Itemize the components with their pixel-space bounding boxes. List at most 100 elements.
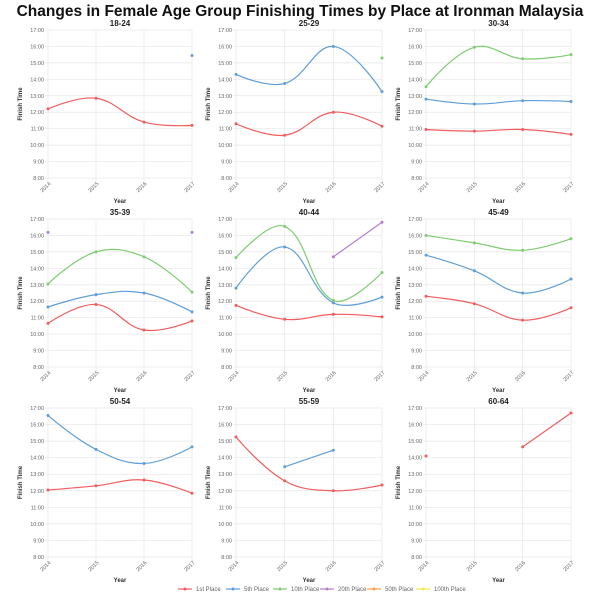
panel-45-49: 8:00 9:00 10:00 11:00 12:00 13:00 14:00 15:00 16… (396, 208, 575, 394)
data-point (331, 301, 335, 305)
y-tick-label: 10:00 (218, 143, 232, 149)
y-tick-label: 12:00 (30, 110, 44, 116)
y-tick-label: 10:00 (30, 522, 44, 528)
x-tick-label: 2017 (184, 370, 197, 383)
y-tick-label: 8:00 (411, 176, 422, 182)
data-point (424, 294, 428, 298)
data-point (380, 295, 384, 299)
y-tick-label: 10:00 (30, 332, 44, 338)
y-tick-label: 10:00 (218, 522, 232, 528)
y-tick-label: 17:00 (408, 28, 422, 34)
y-tick-label: 11:00 (219, 316, 232, 322)
x-tick-label: 2016 (136, 181, 149, 194)
y-tick-label: 17:00 (218, 217, 232, 223)
data-point (380, 56, 384, 60)
legend-item[interactable]: 100th Place (416, 587, 466, 593)
y-axis-label: Finish Time (206, 465, 212, 499)
panel-50-54: 8:00 9:00 10:00 11:00 12:00 13:00 14:00 15:00 16… (18, 397, 196, 584)
x-axis-label: Year (114, 578, 127, 584)
x-tick-label: 2014 (40, 181, 53, 194)
panel-40-44: 8:00 9:00 10:00 11:00 12:00 13:00 14:00 15:00 16… (206, 208, 386, 394)
legend-marker (278, 587, 282, 591)
y-tick-label: 14:00 (408, 266, 422, 272)
y-axis-label: Finish Time (396, 465, 402, 499)
data-point (190, 310, 194, 314)
data-point (190, 123, 194, 127)
x-tick-label: 2016 (136, 370, 149, 383)
series-line-1st-place (47, 479, 193, 494)
y-tick-label: 15:00 (218, 61, 232, 67)
legend-marker (372, 587, 376, 591)
series-line-1st-place (522, 412, 572, 448)
data-point (46, 230, 50, 234)
y-tick-label: 12:00 (218, 110, 232, 116)
data-point (569, 277, 573, 281)
y-tick-label: 11:00 (409, 127, 422, 133)
data-point (283, 81, 287, 85)
legend-item[interactable]: 1st Place (178, 587, 221, 593)
x-axis-label: Year (492, 388, 505, 394)
y-tick-label: 14:00 (408, 456, 422, 462)
data-point (424, 233, 428, 237)
panel-title: 25-29 (299, 19, 320, 28)
x-axis-label: Year (303, 199, 316, 205)
panel-title: 18-24 (110, 19, 131, 28)
x-tick-label: 2015 (466, 370, 479, 383)
y-tick-label: 15:00 (30, 250, 44, 256)
legend-item[interactable]: 50th Place (367, 587, 414, 593)
data-point (142, 255, 146, 259)
y-tick-label: 10:00 (408, 332, 422, 338)
data-point (94, 96, 98, 100)
legend-item[interactable]: 20th Place (320, 587, 367, 593)
data-point (472, 102, 476, 106)
y-tick-label: 12:00 (30, 299, 44, 305)
series-line-5th-place (284, 449, 334, 468)
data-point (190, 319, 194, 323)
series-line-5th-place (47, 290, 193, 313)
y-tick-label: 16:00 (30, 44, 44, 50)
x-tick-label: 2017 (563, 181, 576, 194)
x-tick-label: 2015 (466, 181, 479, 194)
y-tick-label: 15:00 (30, 439, 44, 445)
y-tick-label: 13:00 (218, 94, 232, 100)
x-tick-label: 2017 (184, 560, 197, 573)
data-point (190, 290, 194, 294)
data-point (94, 293, 98, 297)
x-tick-label: 2016 (136, 560, 149, 573)
y-tick-label: 10:00 (408, 522, 422, 528)
x-tick-label: 2014 (228, 181, 241, 194)
y-tick-label: 16:00 (218, 44, 232, 50)
legend-label: 1st Place (196, 587, 221, 593)
series-line-10th-place (235, 225, 383, 302)
x-tick-label: 2017 (184, 181, 197, 194)
y-tick-label: 17:00 (408, 406, 422, 412)
data-point (380, 270, 384, 274)
data-point (521, 248, 525, 252)
data-point (472, 269, 476, 273)
y-tick-label: 13:00 (218, 283, 232, 289)
y-axis-label: Finish Time (206, 87, 212, 121)
series-line-1st-place (235, 304, 383, 321)
y-tick-label: 12:00 (408, 489, 422, 495)
data-point (521, 57, 525, 61)
data-point (472, 302, 476, 306)
x-tick-label: 2017 (563, 560, 576, 573)
y-axis-label: Finish Time (396, 276, 402, 310)
legend-marker (231, 587, 235, 591)
data-point (424, 127, 428, 131)
x-tick-label: 2016 (514, 560, 527, 573)
data-point (569, 411, 573, 415)
x-tick-label: 2016 (325, 370, 338, 383)
data-point (380, 90, 384, 94)
y-tick-label: 17:00 (30, 28, 44, 34)
y-tick-label: 13:00 (408, 472, 422, 478)
data-point (569, 53, 573, 57)
y-tick-label: 14:00 (218, 456, 232, 462)
data-point (94, 250, 98, 254)
y-tick-label: 8:00 (33, 555, 44, 561)
legend-item[interactable]: 5th Place (226, 587, 270, 593)
legend-item[interactable]: 10th Place (273, 587, 320, 593)
y-tick-label: 12:00 (408, 299, 422, 305)
x-tick-label: 2017 (374, 181, 387, 194)
